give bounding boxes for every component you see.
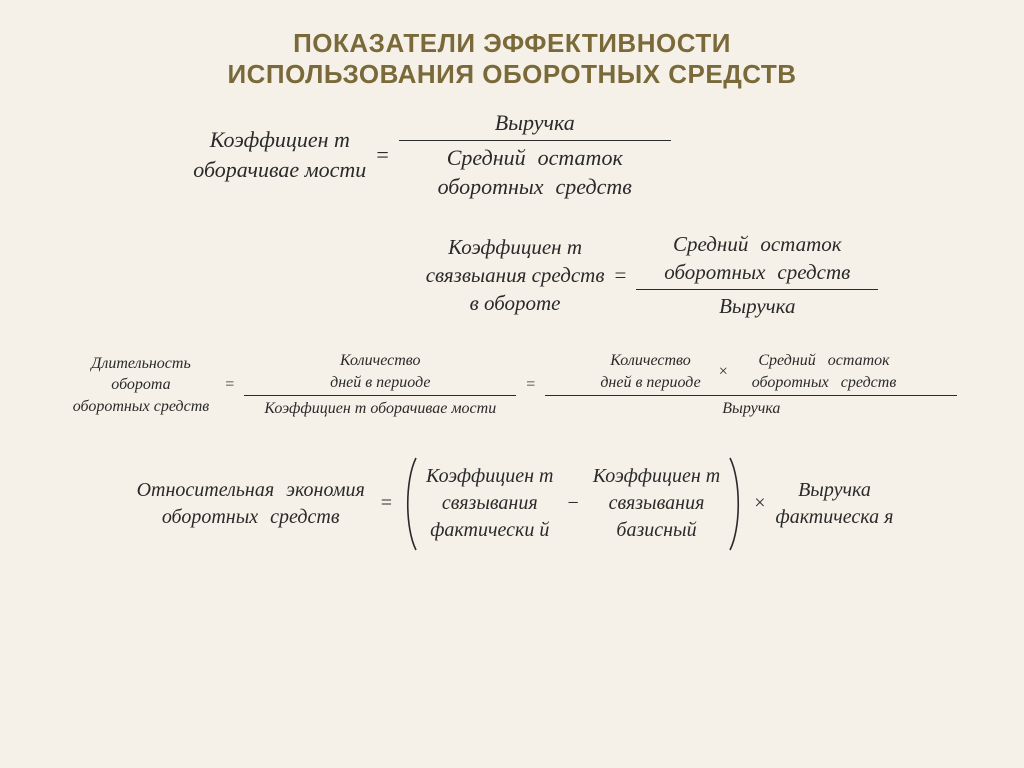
- f2-numerator: Среднийостаток оборотныхсредств: [636, 230, 878, 290]
- f3-r2-den: Выручка: [716, 396, 786, 420]
- f3-r2a-l1: Количество: [610, 350, 691, 372]
- f3-lhs-l3: оборотных средств: [73, 396, 210, 418]
- slide: ПОКАЗАТЕЛИ ЭФФЕКТИВНОСТИ ИСПОЛЬЗОВАНИЯ О…: [0, 0, 1024, 768]
- f3-lhs: Длительность оборота оборотных средств: [67, 353, 216, 418]
- f3-r1-den: Коэффициен т оборачивае мости: [258, 396, 502, 420]
- f3-lhs-l2: оборота: [111, 374, 170, 396]
- f3-r2b-w2: остаток: [822, 352, 896, 369]
- f3-eq1: =: [215, 374, 244, 396]
- f3-r2a: Количество дней в периоде: [592, 350, 708, 393]
- f3-r2b: Среднийостаток оборотныхсредств: [738, 350, 911, 393]
- f3-r1-num-l1: Количество: [340, 350, 421, 372]
- f4-p1-l2: связывания: [442, 490, 538, 517]
- f2-num-w1: Средний: [667, 232, 754, 256]
- f4-p2-l2: связывания: [609, 490, 705, 517]
- f3-r2b-w1: Средний: [752, 352, 821, 369]
- f1-numerator: Выручка: [399, 108, 671, 141]
- f1-eq: =: [366, 140, 398, 170]
- f1-den-w2: остаток: [532, 145, 629, 170]
- f1-denominator: Среднийостаток оборотныхсредств: [426, 141, 644, 202]
- title-line-2: ИСПОЛЬЗОВАНИЯ ОБОРОТНЫХ СРЕДСТВ: [20, 59, 1004, 90]
- f2-num-w4: средств: [771, 260, 856, 284]
- f2-eq: =: [604, 261, 636, 289]
- formula-2: Коэффициен т связвыания средств в оборот…: [20, 230, 1004, 320]
- f4-term-2: Коэффициен т связывания базисный: [593, 463, 720, 544]
- f3-fraction-1: Количество дней в периоде Коэффициен т о…: [244, 350, 516, 420]
- f1-den-w1: Средний: [441, 145, 532, 170]
- f4-p1-l3: фактически й: [430, 517, 549, 544]
- f2-lhs: Коэффициен т связвыания средств в оборот…: [426, 233, 605, 318]
- f1-den-w4: средств: [550, 174, 638, 199]
- f1-fraction: Выручка Среднийостаток оборотныхсредств: [399, 108, 671, 202]
- right-paren-icon: [726, 456, 744, 552]
- f4-p2-l3: базисный: [616, 517, 696, 544]
- f4-lhs-w3: оборотных: [156, 506, 264, 528]
- f1-lhs-l2: оборачивае мости: [193, 155, 366, 185]
- f4-lhs-w1: Относительная: [131, 479, 281, 501]
- f2-lhs-l1: Коэффициен т: [448, 233, 582, 261]
- formula-4: Относительнаяэкономия оборотныхсредств =…: [20, 456, 1004, 552]
- f4-term-1: Коэффициен т связывания фактически й: [426, 463, 553, 544]
- f4-minus: −: [554, 490, 593, 517]
- f4-eq: =: [371, 490, 402, 517]
- f3-fraction-2: Количество дней в периоде × Среднийостат…: [545, 350, 957, 420]
- f3-eq2: =: [516, 374, 545, 396]
- f2-lhs-l2: связвыания средств: [426, 261, 605, 289]
- f4-lhs: Относительнаяэкономия оборотныхсредств: [131, 477, 371, 531]
- f2-lhs-l3: в обороте: [470, 289, 561, 317]
- f3-r2b-w4: средств: [835, 374, 903, 391]
- f2-fraction: Среднийостаток оборотныхсредств Выручка: [636, 230, 878, 320]
- f4-paren-group: Коэффициен т связывания фактически й − К…: [402, 456, 744, 552]
- formula-3: Длительность оборота оборотных средств =…: [20, 350, 1004, 420]
- f1-lhs: Коэффициен т оборачивае мости: [193, 125, 366, 184]
- f4-rhs-l2: фактическа я: [776, 504, 894, 531]
- f4-rhs: Выручка фактическа я: [776, 477, 894, 531]
- f1-lhs-l1: Коэффициен т: [210, 125, 350, 155]
- f4-p2-l1: Коэффициен т: [593, 463, 720, 490]
- f3-r1-num: Количество дней в периоде: [244, 350, 516, 396]
- f1-den-w3: оборотных: [432, 174, 550, 199]
- left-paren-icon: [402, 456, 420, 552]
- f3-lhs-l1: Длительность: [91, 353, 191, 375]
- f3-r2b-w3: оборотных: [746, 374, 835, 391]
- f4-rhs-l1: Выручка: [798, 477, 871, 504]
- f3-r2a-l2: дней в периоде: [600, 372, 700, 394]
- f2-num-w3: оборотных: [658, 260, 771, 284]
- f3-times: ×: [709, 361, 738, 383]
- f4-times: ×: [744, 490, 775, 517]
- f3-r1-num-l2: дней в периоде: [330, 372, 430, 394]
- f4-lhs-w2: экономия: [280, 479, 371, 501]
- page-title: ПОКАЗАТЕЛИ ЭФФЕКТИВНОСТИ ИСПОЛЬЗОВАНИЯ О…: [20, 28, 1004, 90]
- f4-lhs-w4: средств: [264, 506, 345, 528]
- f4-p1-l1: Коэффициен т: [426, 463, 553, 490]
- f2-num-w2: остаток: [754, 232, 847, 256]
- formula-1: Коэффициен т оборачивае мости = Выручка …: [20, 108, 1004, 202]
- f2-denominator: Выручка: [713, 290, 801, 320]
- f3-r2-num: Количество дней в периоде × Среднийостат…: [545, 350, 957, 396]
- title-line-1: ПОКАЗАТЕЛИ ЭФФЕКТИВНОСТИ: [20, 28, 1004, 59]
